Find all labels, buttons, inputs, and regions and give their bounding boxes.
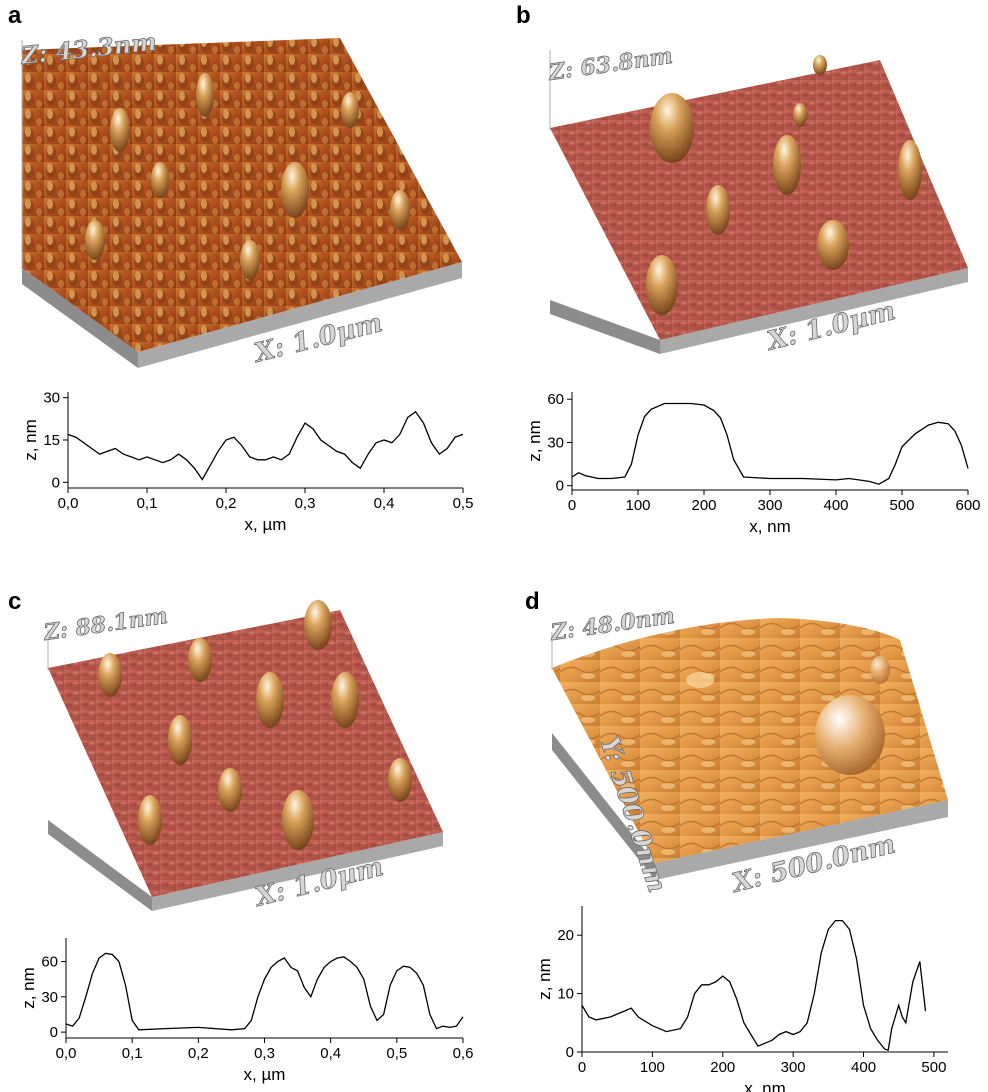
x-axis-title: x, nm: [744, 1079, 786, 1092]
y-tick-label: 10: [557, 986, 574, 1003]
y-axis-title: z, nm: [535, 958, 554, 1000]
profile-line: [67, 410, 464, 481]
x-tick-label: 0,4: [374, 495, 395, 512]
x-tick-label: 200: [710, 1059, 735, 1076]
profile-line: [571, 402, 969, 485]
y-tick-label: 30: [43, 390, 60, 407]
profile-chart-a: 0,0 0,1 0,2 0,3 0,4 0,5 0 15 30 x, µm z, nm: [21, 390, 473, 534]
profile-chart-c: 0,0 0,1 0,2 0,3 0,4 0,5 0,6 0 30 60 x, µm z, nm: [19, 938, 473, 1084]
profile-chart-b: 0 100 200 300 400 500 600 0 30 60 x, nm z, nm: [525, 391, 981, 536]
x-tick-label: 0,4: [320, 1045, 341, 1062]
x-tick-label: 0,5: [453, 495, 474, 512]
x-tick-label: 300: [781, 1059, 806, 1076]
x-tick-label: 0,0: [58, 495, 79, 512]
y-tick-label: 0: [50, 1024, 58, 1041]
y-axis-title: z, nm: [19, 967, 38, 1009]
x-tick-label: 0: [578, 1059, 586, 1076]
panel-letter-b: b: [516, 2, 531, 29]
afm-panel-a: Z: 43.3nm X: 1.0µm: [18, 27, 462, 370]
profile-chart-d: 0 100 200 300 400 500 0 10 20 x, nm z, nm: [535, 906, 948, 1092]
y-tick-label: 0: [52, 474, 60, 491]
profile-line: [65, 952, 464, 1031]
x-tick-label: 0,3: [295, 495, 316, 512]
x-tick-label: 200: [691, 497, 716, 514]
x-axis-title: x, nm: [749, 517, 791, 536]
y-tick-label: 20: [557, 927, 574, 944]
y-axis-title: z, nm: [525, 420, 544, 462]
x-tick-label: 0,0: [56, 1045, 77, 1062]
x-tick-label: 500: [921, 1059, 946, 1076]
x-axis-title: x, µm: [245, 515, 287, 534]
y-tick-label: 30: [41, 989, 58, 1006]
y-tick-label: 15: [43, 432, 60, 449]
x-tick-label: 0,1: [122, 1045, 143, 1062]
y-tick-label: 0: [556, 478, 564, 495]
x-tick-label: 0,2: [216, 495, 237, 512]
y-axis-title: z, nm: [21, 419, 40, 461]
x-tick-label: 400: [851, 1059, 876, 1076]
x-tick-label: 500: [889, 497, 914, 514]
y-tick-label: 30: [547, 434, 564, 451]
x-tick-label: 0,2: [188, 1045, 209, 1062]
afm-panel-c: Z: 88.1nm X: 1.0µm: [41, 600, 443, 914]
x-tick-label: 0,3: [254, 1045, 275, 1062]
x-tick-label: 0,1: [137, 495, 158, 512]
x-tick-label: 100: [625, 497, 650, 514]
panel-letter-c: c: [8, 588, 22, 615]
panel-letter-a: a: [8, 2, 22, 29]
x-tick-label: 0,6: [453, 1045, 474, 1062]
afm-panel-b: Z: 63.8nm X: 1.0µm: [546, 42, 968, 358]
x-tick-label: 0,5: [386, 1045, 407, 1062]
profile-line: [581, 919, 927, 1052]
x-tick-label: 400: [823, 497, 848, 514]
x-tick-label: 100: [640, 1059, 665, 1076]
x-tick-label: 0: [568, 497, 576, 514]
y-tick-label: 60: [547, 391, 564, 408]
x-axis-title: x, µm: [244, 1065, 286, 1084]
x-tick-label: 600: [955, 497, 980, 514]
y-tick-label: 0: [566, 1044, 574, 1061]
y-tick-label: 60: [41, 954, 58, 971]
panel-letter-d: d: [525, 588, 540, 615]
x-tick-label: 300: [757, 497, 782, 514]
